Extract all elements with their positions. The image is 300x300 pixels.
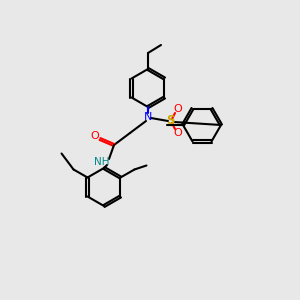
Text: NH: NH [94,157,110,167]
Text: S: S [166,115,174,128]
Text: N: N [144,112,152,122]
Text: O: O [91,131,99,141]
Text: O: O [174,104,182,114]
Text: O: O [174,128,182,138]
